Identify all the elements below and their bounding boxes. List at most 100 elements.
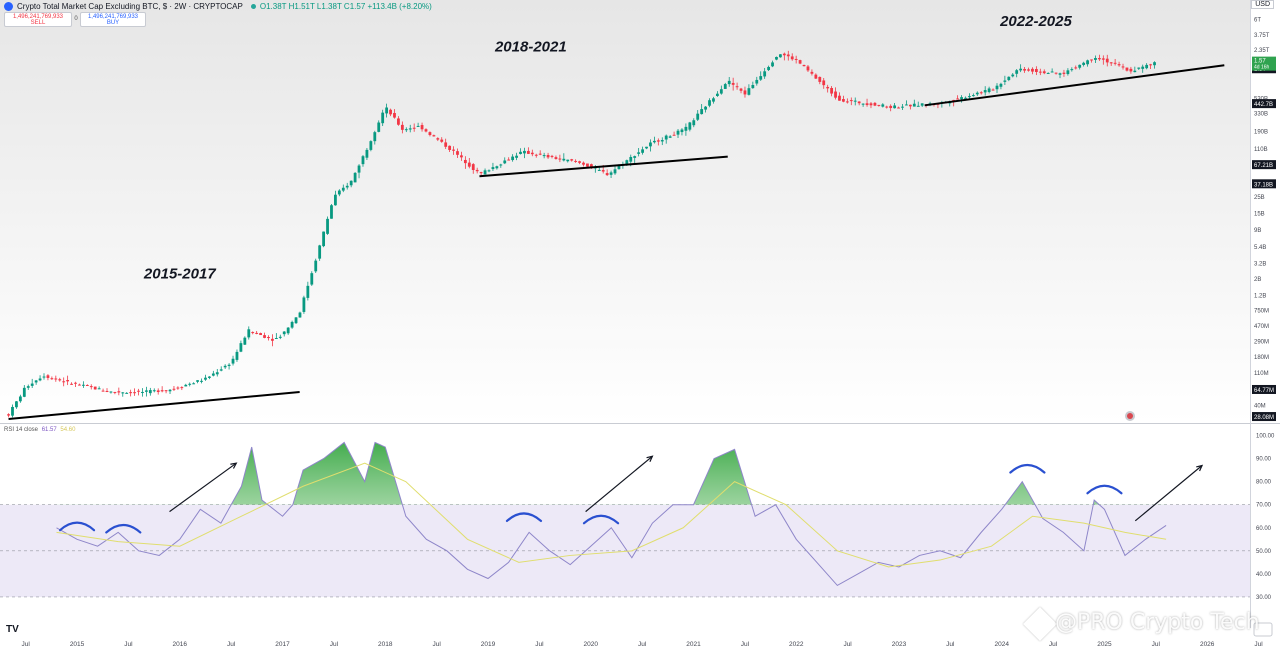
candle-body — [18, 396, 22, 402]
candle-body — [1097, 58, 1101, 60]
candle-body — [46, 375, 50, 378]
time-axis-label: Jul — [227, 641, 236, 648]
candle — [479, 171, 483, 176]
candle — [838, 92, 841, 101]
candle-body — [1109, 62, 1113, 64]
candle-body — [259, 333, 262, 336]
candle — [137, 388, 140, 396]
candle — [78, 383, 81, 386]
candle — [223, 364, 227, 369]
currency-selector[interactable]: USD — [1251, 0, 1274, 9]
candle — [1038, 68, 1042, 76]
candle — [436, 137, 440, 142]
candle — [263, 332, 266, 339]
candle — [735, 82, 739, 90]
sell-button[interactable]: 1,496,241,769,933 SELL — [4, 12, 72, 27]
time-axis-label: Jul — [638, 641, 647, 648]
candle — [893, 102, 897, 109]
candle — [889, 104, 893, 112]
time-axis-label: 2022 — [789, 641, 804, 648]
candle — [475, 167, 479, 174]
candle — [975, 91, 979, 96]
candle-body — [129, 392, 133, 394]
candle-body — [243, 337, 247, 345]
candle — [546, 152, 550, 159]
candle — [11, 404, 14, 418]
candle-body — [1054, 72, 1058, 74]
candle — [105, 388, 109, 393]
sell-price: 1,496,241,769,933 — [12, 14, 64, 20]
candle-body — [377, 122, 381, 132]
candle — [857, 101, 861, 106]
trendline-2 — [479, 155, 728, 178]
candle-body — [574, 160, 578, 162]
candle-body — [601, 170, 605, 172]
candle-body — [743, 90, 747, 95]
candle-body — [775, 56, 778, 60]
candle-body — [794, 58, 798, 60]
candle — [101, 388, 105, 392]
candle — [109, 391, 113, 394]
price-axis-label: 750M — [1254, 309, 1269, 315]
candle-body — [649, 142, 652, 147]
candle — [649, 139, 652, 152]
candle-body — [617, 165, 621, 170]
candle — [869, 102, 873, 109]
buy-button[interactable]: 1,496,241,769,933 BUY — [80, 12, 146, 27]
rsi-arch-annotation — [1009, 463, 1046, 474]
candle — [1007, 76, 1011, 82]
candle — [1015, 69, 1019, 78]
time-axis-label: 2025 — [1097, 641, 1112, 648]
candle-body — [586, 163, 589, 167]
candle-body — [1046, 72, 1050, 74]
candle-body — [200, 380, 203, 382]
candle-body — [538, 153, 542, 155]
price-axis-label: 110M — [1254, 371, 1269, 377]
candle — [89, 384, 93, 390]
candle — [302, 295, 306, 314]
rsi-overbought-fill — [231, 442, 1100, 505]
candle — [877, 104, 881, 107]
candle — [1050, 68, 1054, 73]
candle-body — [999, 83, 1003, 87]
time-axis-label: Jul — [1254, 641, 1263, 648]
candle — [495, 165, 499, 170]
candle-body — [172, 388, 176, 390]
rsi-line — [56, 441, 1167, 587]
candle — [404, 127, 408, 133]
candle — [881, 103, 885, 108]
candle — [538, 150, 542, 156]
candle — [901, 103, 904, 110]
candle-body — [97, 388, 101, 390]
candle-body — [684, 126, 688, 131]
candle — [755, 76, 759, 86]
candle — [81, 381, 85, 388]
rsi-legend[interactable]: RSI 14 close 61.57 54.60 — [4, 427, 75, 433]
candle-body — [645, 146, 648, 149]
candle — [700, 104, 704, 115]
candle — [956, 95, 960, 100]
watermark: @PRO Crypto Tech — [1055, 610, 1260, 635]
candle-body — [78, 384, 81, 386]
candle — [920, 103, 924, 108]
candle-body — [168, 389, 172, 392]
candle-body — [660, 140, 664, 142]
rsi-ma-line — [56, 462, 1167, 568]
candle — [38, 375, 42, 382]
candle — [243, 336, 247, 345]
candle-body — [1011, 74, 1015, 77]
time-axis-label: 2016 — [173, 641, 188, 648]
candle — [428, 131, 432, 137]
time-axis: Jul 2015 Jul 2016 Jul 2017 Jul 2018 Jul 2019 Jul 20… — [22, 641, 1264, 648]
candle — [483, 168, 487, 175]
candle-body — [491, 167, 495, 170]
time-axis-label: 2024 — [994, 641, 1009, 648]
tradingview-logo[interactable]: TV — [6, 624, 19, 635]
candle — [542, 152, 546, 159]
candle — [680, 128, 684, 136]
candle-body — [223, 365, 227, 368]
candle — [865, 98, 869, 107]
candle — [400, 121, 404, 134]
chart-title[interactable]: Crypto Total Market Cap Excluding BTC, $… — [17, 1, 243, 11]
candle — [1149, 63, 1152, 70]
